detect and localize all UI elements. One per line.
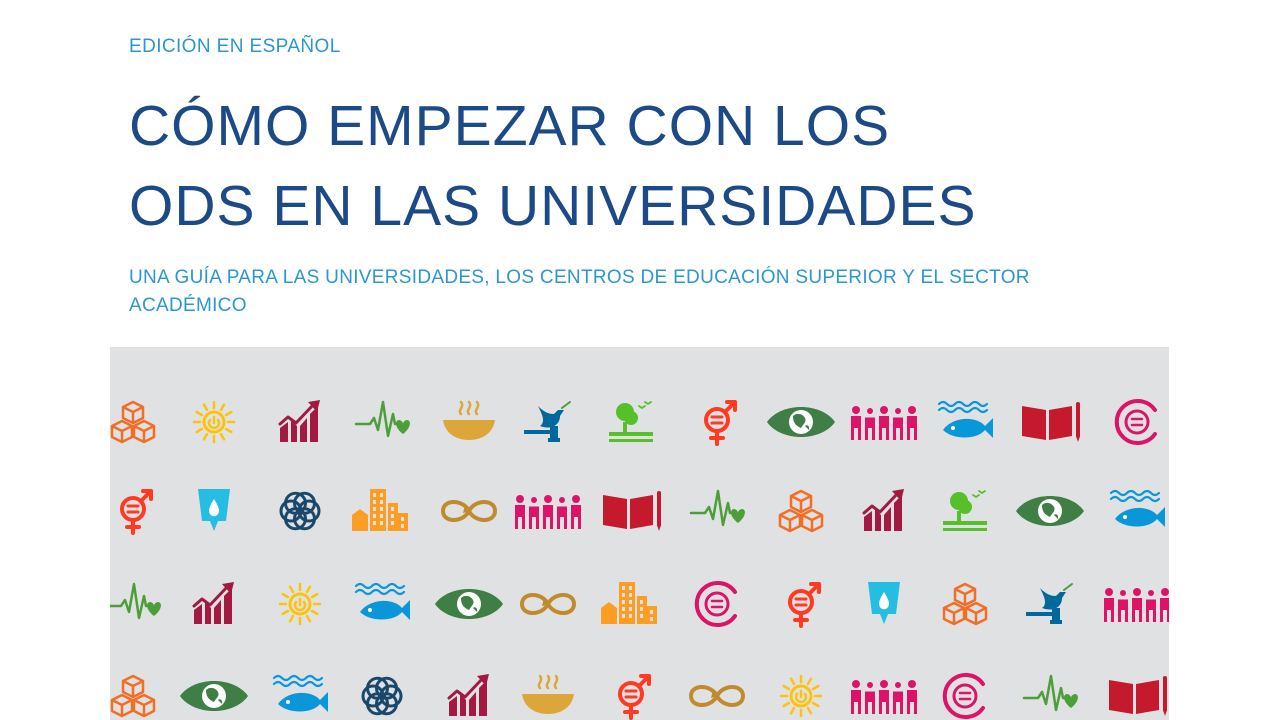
growth-chart-icon [192,582,234,624]
infinity-icon [520,593,576,615]
infinity-icon [441,500,497,522]
gender-icon [704,400,737,446]
people-icon [851,680,917,714]
bowl-icon [522,674,574,714]
fish-icon [272,674,328,712]
water-drop-icon [868,582,900,624]
growth-chart-icon [447,674,489,716]
eye-globe-icon [435,589,503,619]
book-icon [603,491,661,531]
subtitle-line-1: UNA GUÍA PARA LAS UNIVERSIDADES, LOS CEN… [129,267,1030,288]
city-icon [601,582,657,624]
city-icon [352,489,408,531]
sdg-icon-panel [110,347,1169,720]
people-icon [1104,588,1169,622]
gender-icon [618,674,651,720]
people-icon [515,495,581,529]
eye-globe-icon [1016,496,1084,526]
infinity-icon [689,685,745,707]
equal-icon [942,673,985,719]
dove-icon [1026,583,1073,624]
sun-icon [278,582,322,626]
heartbeat-icon [689,489,745,527]
gender-icon [120,489,153,535]
book-icon [1022,402,1080,442]
cubes-icon [778,489,824,533]
book-icon [1109,676,1167,716]
dove-icon [524,401,571,442]
flower-icon [279,491,321,531]
gender-icon [788,582,821,628]
water-drop-icon [198,489,230,531]
growth-chart-icon [862,489,904,531]
cubes-icon [110,674,156,718]
sdg-icon-grid [110,399,1169,720]
subtitle-line-2: ACADÉMICO [129,295,247,316]
page-title: CÓMO EMPEZAR CON LOS ODS EN LAS UNIVERSI… [129,86,977,246]
eye-globe-icon [767,407,835,437]
heartbeat-icon [110,582,161,620]
cubes-icon [942,582,988,626]
subtitle: UNA GUÍA PARA LAS UNIVERSIDADES, LOS CEN… [129,264,1169,320]
tree-icon [609,401,653,442]
title-line-2: ODS EN LAS UNIVERSIDADES [129,174,977,238]
people-icon [851,406,917,440]
equal-icon [694,581,737,627]
edition-label: EDICIÓN EN ESPAÑOL [129,36,341,57]
eye-globe-icon [180,681,248,711]
flower-icon [361,676,403,716]
title-line-1: CÓMO EMPEZAR CON LOS [129,94,891,158]
growth-chart-icon [278,400,320,442]
power-icon [779,674,823,718]
equal-icon [1114,399,1157,445]
cubes-icon [110,400,156,444]
heartbeat-icon [1022,674,1078,712]
tree-icon [943,490,987,531]
fish-icon [937,400,993,438]
fish-icon [1109,489,1165,527]
sun-icon [192,400,236,444]
bowl-icon [443,400,495,440]
heartbeat-icon [354,400,410,438]
fish-icon [354,582,410,620]
